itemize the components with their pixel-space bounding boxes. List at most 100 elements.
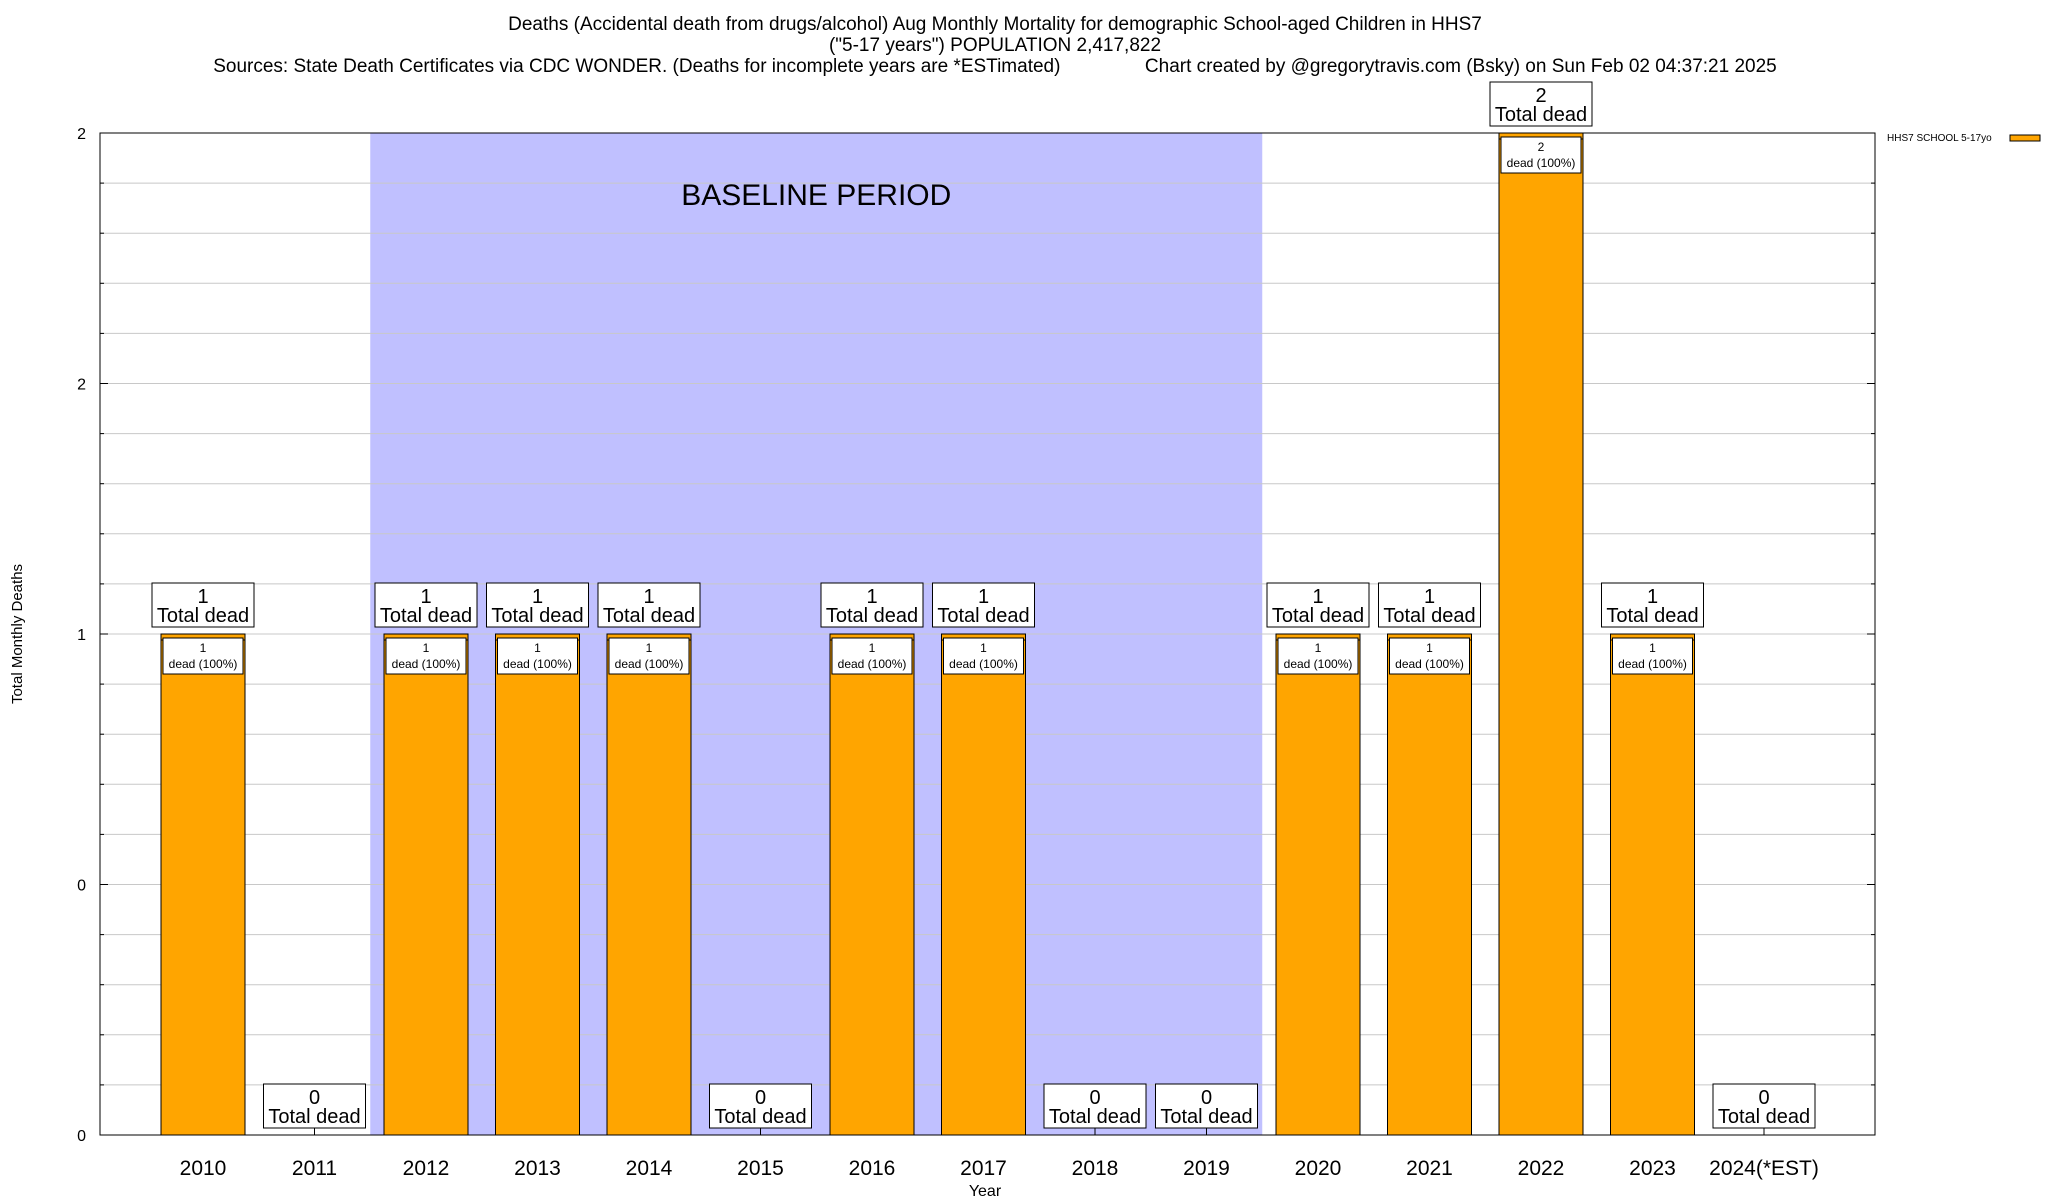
total-label-text: Total dead bbox=[1383, 605, 1475, 627]
x-tick-label: 2016 bbox=[849, 1157, 896, 1180]
y-tick-label: 0 bbox=[77, 1128, 86, 1145]
x-tick-label: 2019 bbox=[1183, 1157, 1230, 1180]
bar-inner-label-box bbox=[608, 637, 690, 675]
total-label-box bbox=[1378, 582, 1481, 628]
bar-inner-label-box bbox=[162, 637, 244, 675]
y-axis-label: Total Monthly Deaths bbox=[9, 564, 26, 704]
total-label-box bbox=[263, 1083, 366, 1129]
total-label-text: Total dead bbox=[1049, 1106, 1141, 1128]
total-label-value: 1 bbox=[532, 586, 543, 608]
y-tick-label: 2 bbox=[77, 377, 86, 394]
x-tick-label: 2014 bbox=[626, 1157, 673, 1180]
total-label-text: Total dead bbox=[380, 605, 472, 627]
bar-inner-label-box bbox=[831, 637, 913, 675]
x-tick-label: 2018 bbox=[1072, 1157, 1119, 1180]
bar bbox=[383, 633, 469, 1136]
bar-inner-label: dead (100%) bbox=[169, 657, 238, 671]
bar bbox=[160, 633, 246, 1136]
bar-inner-value: 1 bbox=[980, 641, 987, 655]
bar-inner-value: 1 bbox=[869, 641, 876, 655]
total-label-value: 0 bbox=[755, 1087, 766, 1109]
total-label-value: 1 bbox=[643, 586, 654, 608]
total-label-box bbox=[374, 582, 478, 628]
y-tick-label: 1 bbox=[77, 627, 86, 644]
total-label-value: 1 bbox=[420, 586, 431, 608]
bar-inner-label: dead (100%) bbox=[1395, 657, 1464, 671]
total-label-value: 0 bbox=[309, 1087, 320, 1109]
chart-title: Deaths (Accidental death from drugs/alco… bbox=[508, 14, 1482, 35]
legend-swatch bbox=[2009, 134, 2041, 142]
total-label-text: Total dead bbox=[1272, 605, 1364, 627]
total-label-text: Total dead bbox=[1718, 1106, 1810, 1128]
y-tick-label: 2 bbox=[77, 126, 86, 143]
bar-inner-label-box bbox=[1612, 637, 1693, 675]
x-tick-label: 2012 bbox=[403, 1157, 450, 1180]
total-label-box bbox=[1712, 1083, 1816, 1129]
total-label-box bbox=[1155, 1083, 1258, 1129]
total-label-box bbox=[597, 582, 701, 628]
bar-inner-value: 1 bbox=[423, 641, 430, 655]
x-axis-label: Year bbox=[969, 1183, 1002, 1200]
total-label-box bbox=[486, 582, 589, 628]
y-tick-label: 0 bbox=[77, 878, 86, 895]
bar-inner-value: 1 bbox=[534, 641, 541, 655]
chart-sources: Sources: State Death Certificates via CD… bbox=[213, 56, 1061, 77]
x-tick-label: 2020 bbox=[1295, 1157, 1342, 1180]
total-label-text: Total dead bbox=[1606, 605, 1698, 627]
x-tick-label: 2011 bbox=[292, 1157, 337, 1180]
bar-inner-label: dead (100%) bbox=[503, 657, 572, 671]
bar bbox=[941, 633, 1026, 1136]
baseline-period-label: BASELINE PERIOD bbox=[681, 179, 951, 212]
total-label-box bbox=[932, 582, 1035, 628]
total-label-value: 0 bbox=[1758, 1087, 1769, 1109]
x-tick-label: 2022 bbox=[1518, 1157, 1565, 1180]
bar-inner-label-box bbox=[497, 637, 578, 675]
total-label-box bbox=[709, 1083, 812, 1129]
legend-entry-label: HHS7 SCHOOL 5-17yo bbox=[1887, 133, 1992, 144]
bar-inner-label: dead (100%) bbox=[1618, 657, 1687, 671]
bar bbox=[829, 633, 915, 1136]
chart-title-block: Deaths (Accidental death from drugs/alco… bbox=[0, 14, 1990, 77]
total-label-value: 2 bbox=[1535, 85, 1546, 107]
bar-inner-label: dead (100%) bbox=[838, 657, 907, 671]
x-tick-label: 2013 bbox=[514, 1157, 561, 1180]
bar-inner-label: dead (100%) bbox=[1284, 657, 1353, 671]
total-label-text: Total dead bbox=[268, 1106, 360, 1128]
total-label-box bbox=[1489, 81, 1593, 127]
chart-credit: Chart created by @gregorytravis.com (Bsk… bbox=[1144, 56, 1777, 77]
bar-inner-label: dead (100%) bbox=[949, 657, 1018, 671]
bar-inner-value: 1 bbox=[1315, 641, 1322, 655]
total-label-value: 1 bbox=[978, 586, 989, 608]
x-tick-label: 2024(*EST) bbox=[1709, 1157, 1819, 1180]
total-label-value: 1 bbox=[866, 586, 877, 608]
x-tick-label: 2015 bbox=[737, 1157, 784, 1180]
bar bbox=[1387, 633, 1472, 1136]
total-label-box bbox=[820, 582, 924, 628]
total-label-value: 0 bbox=[1201, 1087, 1212, 1109]
bar-inner-label-box bbox=[1500, 136, 1582, 174]
x-tick-label: 2010 bbox=[180, 1157, 227, 1180]
total-label-value: 1 bbox=[1424, 586, 1435, 608]
total-label-value: 1 bbox=[1312, 586, 1323, 608]
total-label-box bbox=[1266, 582, 1370, 628]
total-label-text: Total dead bbox=[714, 1106, 806, 1128]
total-label-value: 1 bbox=[197, 586, 208, 608]
total-label-text: Total dead bbox=[603, 605, 695, 627]
bar-inner-value: 1 bbox=[646, 641, 653, 655]
total-label-box bbox=[151, 582, 255, 628]
total-label-value: 1 bbox=[1647, 586, 1658, 608]
bar-inner-label-box bbox=[1389, 637, 1470, 675]
bar-inner-label: dead (100%) bbox=[615, 657, 684, 671]
bar-inner-label-box bbox=[385, 637, 467, 675]
bar bbox=[1275, 633, 1361, 1136]
total-label-text: Total dead bbox=[157, 605, 249, 627]
bar-inner-label: dead (100%) bbox=[392, 657, 461, 671]
total-label-text: Total dead bbox=[1160, 1106, 1252, 1128]
bar-inner-value: 1 bbox=[1649, 641, 1656, 655]
bar bbox=[495, 633, 580, 1136]
bar bbox=[1498, 132, 1584, 1136]
total-label-text: Total dead bbox=[491, 605, 583, 627]
bar-inner-value: 1 bbox=[200, 641, 207, 655]
total-label-text: Total dead bbox=[826, 605, 918, 627]
